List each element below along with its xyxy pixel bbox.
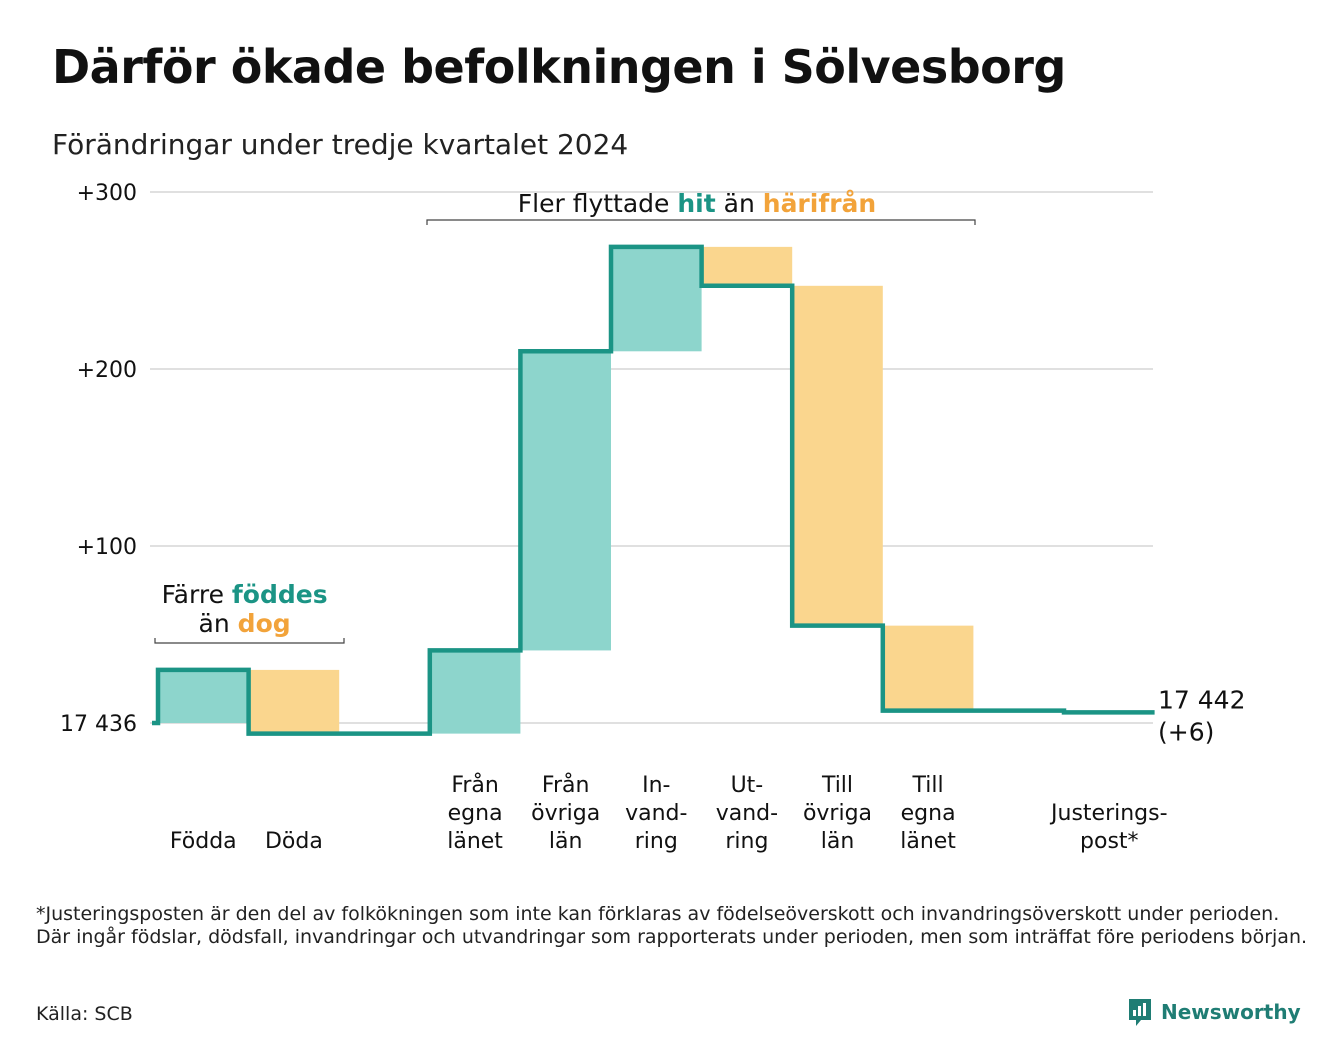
category-label: egna [448, 801, 503, 826]
category-label: ring [725, 829, 768, 854]
annotation-births-deaths: än dog [199, 609, 291, 638]
annotation-bracket [426, 219, 976, 225]
y-tick-label: +300 [77, 181, 137, 206]
bar [792, 285, 883, 626]
category-label: Till [912, 773, 944, 798]
y-tick-label: +100 [77, 535, 137, 560]
bar [701, 246, 793, 286]
category-label: övriga [531, 801, 600, 826]
end-value-label: (+6) [1158, 717, 1214, 746]
category-label: länet [900, 829, 956, 854]
bar [520, 351, 611, 651]
category-label: Från [542, 772, 590, 798]
bar-chart-speech-bubble-icon [1129, 999, 1151, 1026]
category-label: Till [821, 773, 853, 798]
category-label: Justerings- [1049, 801, 1168, 826]
category-label: ring [635, 829, 678, 854]
bar [158, 669, 249, 723]
annotation-bracket [154, 638, 345, 644]
annotation-births-deaths: Färre föddes [162, 580, 328, 609]
waterfall-chart: 17 436 +100 +200 +300 Födda Döda Från egna länet… [60, 181, 1245, 854]
bar [882, 625, 974, 711]
annotation-migration: Fler flyttade hit än härifrån [518, 189, 876, 218]
footnote: *Justeringsposten är den del av folkökni… [36, 903, 1308, 948]
bar [248, 669, 340, 734]
category-label: Från [451, 772, 499, 798]
end-value-label: 17 442 [1158, 685, 1245, 714]
brand: Newsworthy [1127, 997, 1301, 1027]
cumulative-line [152, 244, 1155, 736]
y-tick-label: 17 436 [60, 712, 137, 737]
category-label: In- [642, 773, 670, 798]
category-label: län [549, 829, 583, 854]
category-label: län [821, 829, 855, 854]
category-label: egna [901, 801, 956, 826]
category-label: Födda [170, 829, 237, 854]
category-label: Ut- [731, 773, 764, 798]
category-label: post* [1080, 829, 1139, 854]
chart-title: Därför ökade befolkningen i Sölvesborg [52, 40, 1066, 94]
brand-name: Newsworthy [1161, 1000, 1301, 1024]
category-label: vand- [625, 801, 687, 826]
category-label: Döda [265, 829, 323, 854]
chart-subtitle: Förändringar under tredje kvartalet 2024 [52, 128, 629, 161]
y-tick-label: +200 [77, 358, 137, 383]
bar [611, 246, 702, 352]
category-label: länet [447, 829, 503, 854]
bar [429, 650, 521, 734]
source-label: Källa: SCB [36, 1003, 133, 1025]
category-label: övriga [803, 801, 872, 826]
category-label: vand- [716, 801, 778, 826]
